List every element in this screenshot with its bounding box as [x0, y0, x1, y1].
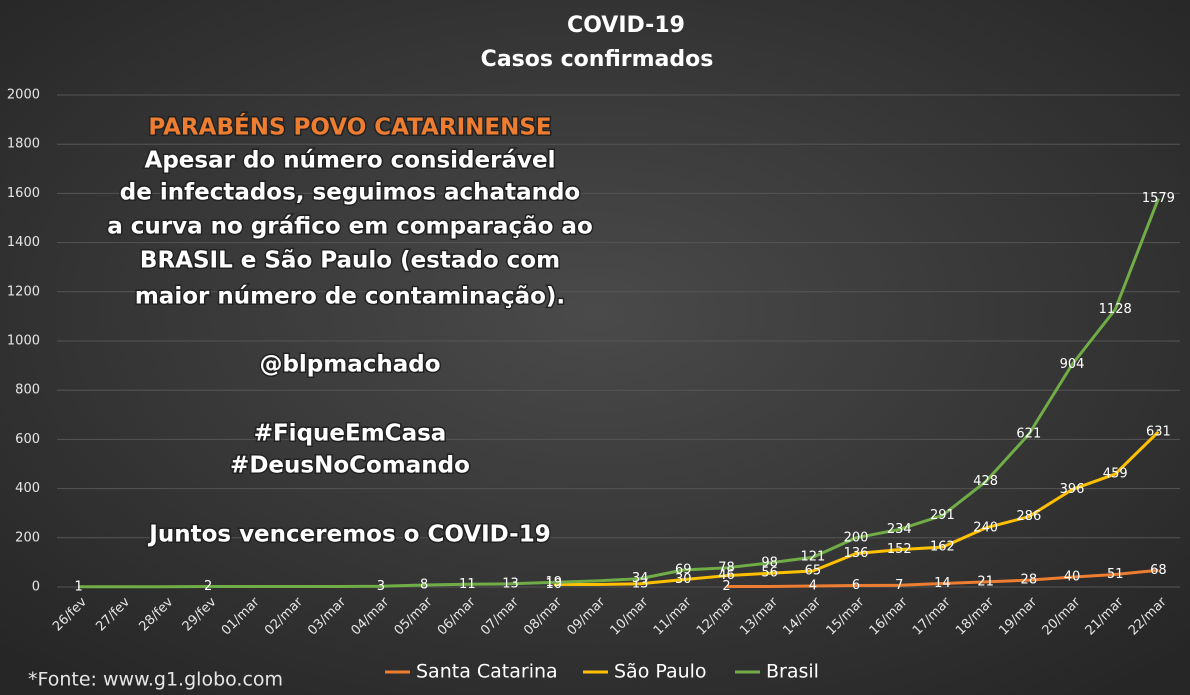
data-label: 65 [805, 564, 822, 579]
legend-label: São Paulo [614, 661, 707, 683]
data-label: 904 [1060, 357, 1085, 372]
data-label: 56 [761, 566, 778, 581]
y-tick-label: 1000 [7, 334, 40, 349]
data-label: 3 [377, 579, 385, 594]
data-label: 2 [722, 579, 730, 594]
data-label: 459 [1103, 467, 1128, 482]
data-label: 14 [934, 576, 951, 591]
y-tick-label: 200 [15, 530, 40, 545]
data-label: 68 [1150, 563, 1167, 578]
annotation: Apesar do número considerável [145, 148, 556, 174]
data-label: 152 [887, 542, 912, 557]
data-label: 19 [545, 575, 562, 590]
data-label: 4 [809, 579, 817, 594]
data-label: 46 [718, 568, 735, 583]
annotation: BRASIL e São Paulo (estado com [140, 248, 560, 274]
y-tick-label: 1200 [7, 284, 40, 299]
y-tick-label: 400 [15, 481, 40, 496]
annotation: de infectados, seguimos achatando [120, 180, 580, 206]
data-label: 1 [74, 579, 82, 594]
data-label: 2 [204, 579, 212, 594]
data-label: 21 [977, 574, 994, 589]
annotation: @blpmachado [259, 352, 440, 378]
data-label: 621 [1016, 427, 1041, 442]
data-label: 200 [844, 530, 869, 545]
data-label: 13 [502, 576, 519, 591]
annotation: maior número de contaminação). [135, 284, 565, 310]
annotation: a curva no gráfico em comparação ao [107, 214, 593, 240]
data-label: 396 [1060, 482, 1085, 497]
data-label: 136 [844, 546, 869, 561]
data-label: 34 [632, 571, 649, 586]
data-label: 40 [1064, 570, 1081, 585]
data-label: 240 [973, 520, 998, 535]
data-label: 291 [930, 508, 955, 523]
y-tick-label: 2000 [7, 88, 40, 103]
data-label: 7 [895, 578, 903, 593]
data-label: 428 [973, 474, 998, 489]
data-label: 162 [930, 540, 955, 555]
chart-title: COVID-19 [567, 13, 685, 38]
y-tick-label: 1800 [7, 137, 40, 152]
series-line [726, 568, 1159, 589]
data-label: 69 [675, 563, 692, 578]
data-label: 1579 [1142, 191, 1175, 206]
y-tick-label: 1600 [7, 186, 40, 201]
data-label: 234 [887, 522, 912, 537]
data-label: 6 [852, 578, 860, 593]
annotation: #FiqueEmCasa [254, 421, 447, 447]
data-label: 98 [761, 555, 778, 570]
source: *Fonte: www.g1.globo.com [28, 669, 283, 691]
annotation: Juntos venceremos o COVID-19 [147, 522, 550, 548]
series-line [553, 430, 1160, 587]
data-label: 30 [675, 572, 692, 587]
annotation: PARABÉNS POVO CATARINENSE [148, 113, 551, 141]
data-label: 286 [1016, 509, 1041, 524]
y-tick-label: 600 [15, 432, 40, 447]
data-label: 631 [1146, 424, 1171, 439]
legend-label: Brasil [766, 661, 819, 683]
series-line [78, 198, 1160, 589]
data-label: 121 [800, 550, 825, 565]
y-tick-label: 800 [15, 383, 40, 398]
y-tick-label: 0 [32, 580, 40, 595]
data-label: 1128 [1099, 302, 1132, 317]
data-label: 8 [420, 578, 428, 593]
data-label: 11 [459, 577, 476, 592]
annotation: #DeusNoComando [230, 453, 470, 479]
chart-subtitle: Casos confirmados [481, 47, 714, 72]
data-label: 28 [1021, 573, 1038, 588]
data-label: 78 [718, 560, 735, 575]
data-label: 51 [1107, 567, 1124, 582]
y-tick-label: 1400 [7, 235, 40, 250]
legend-label: Santa Catarina [416, 661, 558, 683]
